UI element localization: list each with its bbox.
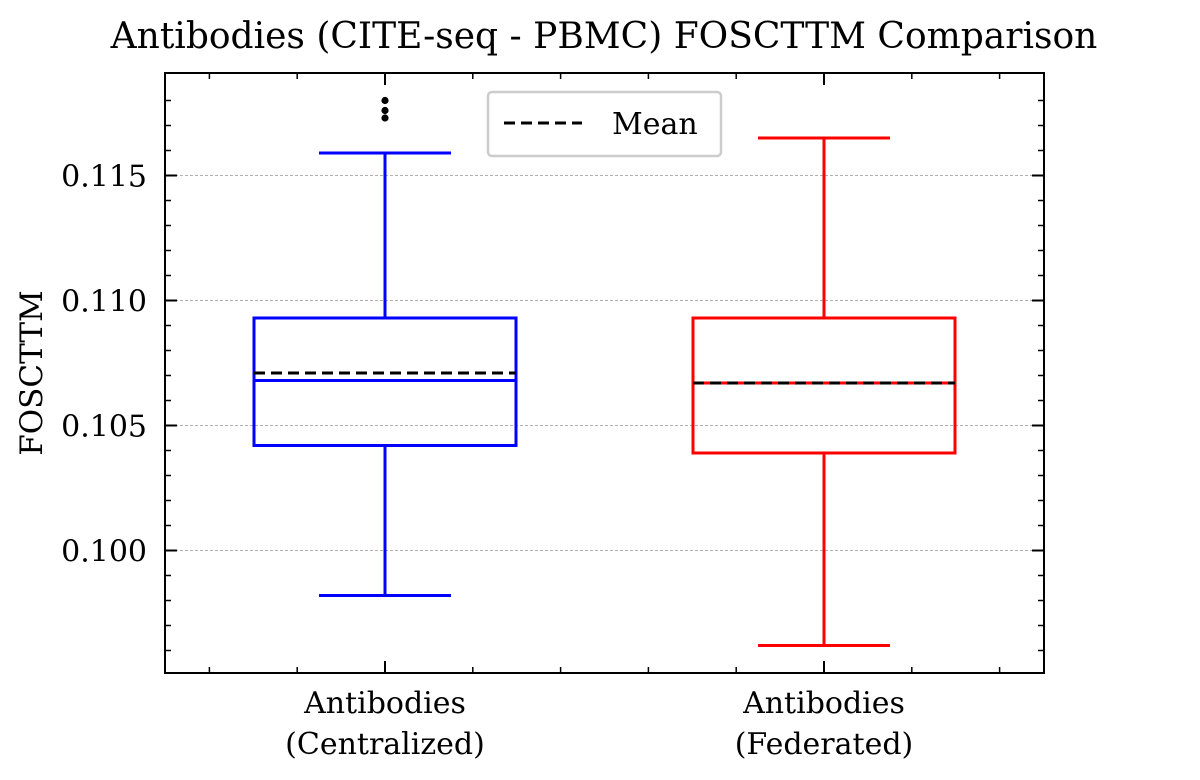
grid-lines — [165, 175, 1044, 551]
y-tick-label: 0.100 — [61, 535, 147, 570]
box-series — [252, 96, 957, 647]
y-tick-label: 0.110 — [61, 285, 147, 320]
x-category-label-line1: Antibodies — [742, 686, 905, 721]
box-iqr — [691, 316, 957, 455]
axis-ticks — [165, 73, 1044, 673]
x-category-label-line2: (Federated) — [735, 727, 914, 762]
x-category-label-line2: (Centralized) — [285, 727, 485, 762]
legend-box — [486, 90, 723, 158]
y-tick-label: 0.115 — [61, 160, 147, 195]
legend-mean-label: Mean — [612, 107, 698, 142]
x-category-label-line1: Antibodies — [303, 686, 466, 721]
y-axis-label: FOSCTTM — [14, 290, 50, 456]
plot-frame — [164, 72, 1045, 674]
y-tick-label: 0.105 — [61, 410, 147, 445]
y-tick-labels: 0.100 0.105 0.110 0.115 — [61, 160, 147, 570]
outlier-point — [381, 106, 389, 115]
box-group — [691, 136, 957, 647]
legend: Mean — [486, 90, 723, 158]
chart-title: Antibodies (CITE-seq - PBMC) FOSCTTM Com… — [110, 16, 1098, 57]
box-group — [252, 96, 518, 597]
outlier-point — [381, 96, 389, 105]
outlier-point — [381, 114, 389, 122]
x-category-labels: Antibodies (Centralized) Antibodies (Federa… — [285, 686, 913, 762]
